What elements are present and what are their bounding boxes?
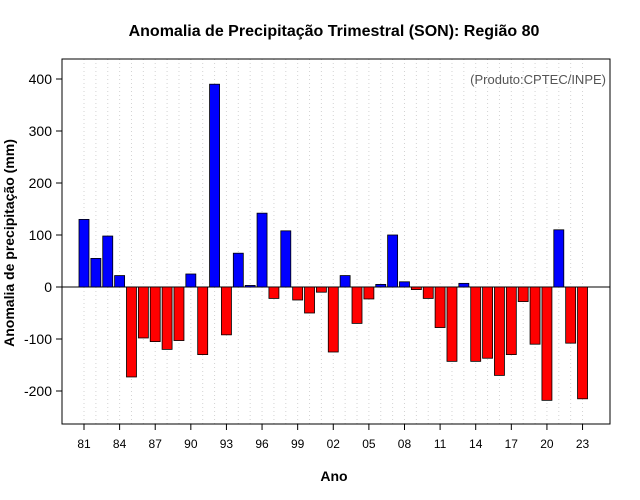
- bar-1983: [102, 235, 114, 288]
- y-axis-label: Anomalia de precipitação (mm): [1, 139, 17, 347]
- bar-2012: [446, 286, 458, 362]
- x-tick-label-90: 90: [184, 437, 198, 451]
- y-tick-label-300: 300: [29, 123, 53, 139]
- bar-1999: [292, 286, 304, 301]
- x-tick-label-05: 05: [362, 437, 376, 451]
- x-tick-label-02: 02: [327, 437, 341, 451]
- x-tick-label-81: 81: [77, 437, 91, 451]
- bar-2002: [327, 286, 339, 353]
- bar-2000: [304, 286, 315, 314]
- y-tick-label--100: -100: [24, 331, 52, 347]
- grid-lines: [83, 59, 584, 424]
- bar-1984: [114, 275, 126, 288]
- bar-2019: [529, 286, 541, 345]
- bar-2011: [434, 286, 446, 328]
- x-tick-label-11: 11: [434, 437, 447, 451]
- bar-2014: [470, 286, 482, 362]
- bar-1982: [90, 257, 102, 288]
- x-tick-label-93: 93: [220, 437, 234, 451]
- x-tick-label-20: 20: [540, 437, 554, 451]
- x-tick-label-87: 87: [149, 437, 163, 451]
- bar-1997: [268, 286, 280, 299]
- bar-2009: [410, 286, 422, 290]
- bar-1998: [280, 230, 292, 288]
- bar-1981: [78, 218, 90, 288]
- bar-1988: [161, 286, 173, 350]
- bar-2004: [351, 286, 363, 324]
- y-axis: -200 -100 0 100 200 300 400: [24, 71, 62, 399]
- bar-2022: [565, 286, 577, 344]
- y-tick-label--200: -200: [24, 383, 52, 399]
- bar-1986: [137, 286, 149, 339]
- bars: [78, 83, 588, 401]
- bar-2017: [505, 286, 517, 355]
- bar-2001: [315, 286, 327, 293]
- bar-2006: [375, 283, 387, 288]
- bar-1996: [256, 212, 268, 288]
- bar-2005: [363, 286, 375, 300]
- bar-2018: [517, 286, 529, 302]
- x-tick-label-17: 17: [505, 437, 519, 451]
- bar-2023: [577, 286, 588, 400]
- bar-2003: [339, 275, 351, 288]
- plot-area-frame: [61, 58, 611, 425]
- x-tick-label-96: 96: [255, 437, 269, 451]
- bar-2010: [422, 286, 434, 299]
- y-tick-label-400: 400: [29, 71, 53, 87]
- bar-2020: [541, 286, 553, 401]
- y-tick-label-0: 0: [44, 279, 52, 295]
- bar-1994: [232, 252, 244, 288]
- chart-title: Anomalia de Precipitação Trimestral (SON…: [129, 23, 540, 40]
- x-tick-label-99: 99: [291, 437, 305, 451]
- x-axis-label: Ano: [320, 468, 347, 484]
- bar-2015: [482, 286, 493, 359]
- bar-2013: [458, 282, 470, 288]
- x-tick-label-14: 14: [469, 437, 483, 451]
- bar-1992: [209, 83, 220, 288]
- bar-2016: [494, 286, 505, 376]
- bar-1987: [149, 286, 161, 342]
- bar-2008: [399, 281, 410, 288]
- bar-2007: [387, 234, 399, 288]
- source-note: (Produto:CPTEC/INPE): [470, 72, 606, 87]
- y-tick-label-200: 200: [29, 175, 53, 191]
- y-tick-label-100: 100: [29, 227, 53, 243]
- bar-1985: [126, 286, 137, 378]
- x-axis: 81 84 87 90 93 96 99 02 05 08 11 14 17 20 23: [77, 424, 590, 451]
- bar-1993: [221, 286, 232, 336]
- x-tick-label-23: 23: [576, 437, 590, 451]
- x-tick-label-84: 84: [113, 437, 127, 451]
- x-tick-label-08: 08: [398, 437, 412, 451]
- bar-2021: [553, 229, 565, 288]
- bar-1990: [185, 273, 197, 288]
- bar-1995: [244, 285, 256, 288]
- bar-1989: [173, 286, 185, 341]
- bar-1991: [197, 286, 209, 355]
